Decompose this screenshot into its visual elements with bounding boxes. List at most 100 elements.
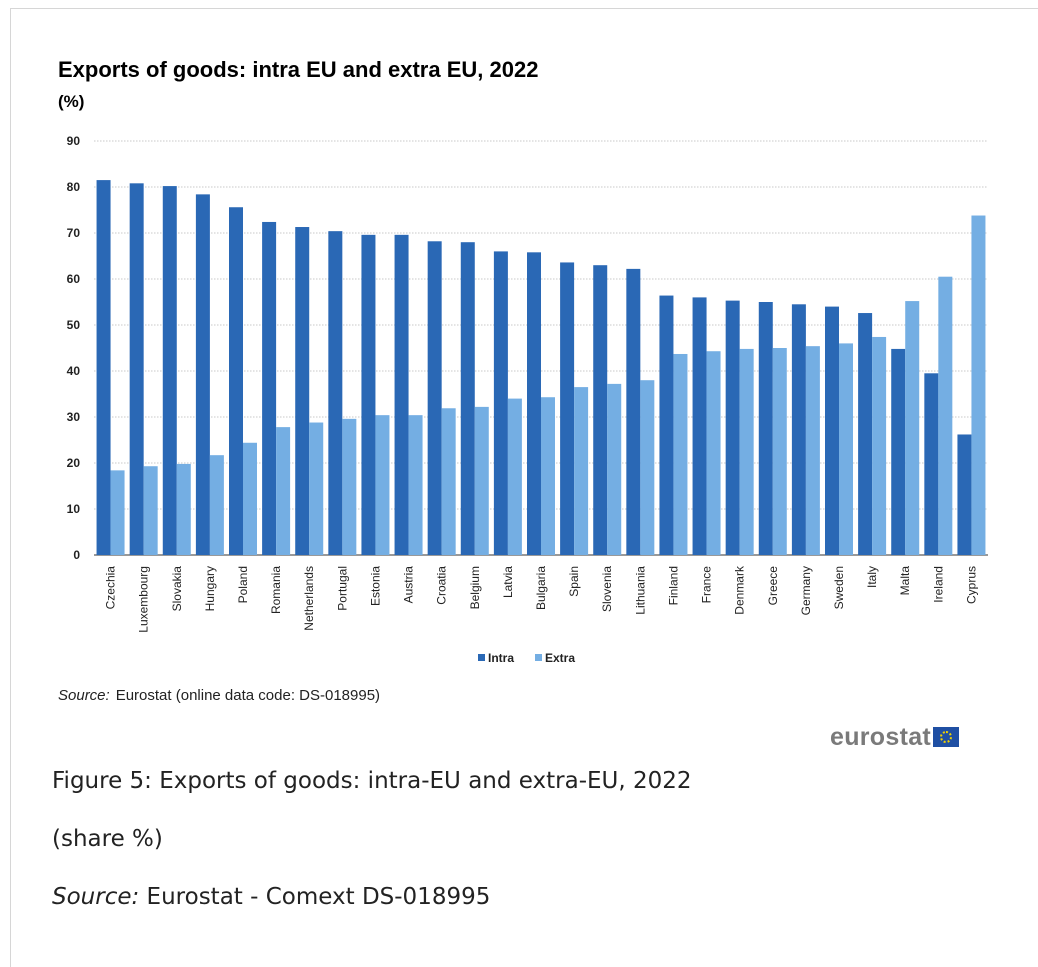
bar-intra	[825, 306, 839, 555]
x-tick-label: Malta	[898, 566, 912, 596]
legend-label: Extra	[545, 651, 575, 665]
bar-intra	[162, 186, 177, 555]
x-tick-label: Latvia	[501, 566, 515, 598]
x-tick-label: Lithuania	[633, 566, 647, 615]
x-tick-label: Croatia	[435, 566, 449, 605]
bar-extra	[706, 351, 721, 555]
y-tick-label: 40	[67, 364, 81, 378]
bar-extra	[243, 442, 257, 555]
bar-extra	[309, 422, 324, 555]
bar-intra	[262, 221, 277, 555]
x-tick-label: Greece	[766, 566, 780, 606]
bar-extra	[342, 418, 357, 555]
bar-intra	[96, 180, 111, 555]
bar-intra	[229, 207, 243, 556]
legend-swatch	[535, 654, 542, 661]
x-tick-label: Luxembourg	[137, 566, 151, 633]
x-tick-label: Netherlands	[302, 566, 316, 631]
y-tick-label: 10	[67, 502, 81, 516]
y-tick-label: 0	[73, 548, 80, 562]
chart-source: Source: Eurostat (online data code: DS-01…	[58, 687, 380, 704]
chart-unit-label: (%)	[58, 92, 85, 111]
x-tick-label: Slovakia	[170, 566, 184, 612]
bar-extra	[805, 346, 820, 555]
bar-extra	[772, 348, 787, 555]
bar-intra	[460, 242, 475, 555]
bar-intra	[891, 348, 906, 555]
x-tick-label: Estonia	[368, 566, 382, 606]
bar-extra	[143, 466, 158, 555]
x-tick-label: Bulgaria	[534, 566, 548, 610]
x-tick-label: Portugal	[335, 566, 349, 611]
bar-intra	[394, 234, 409, 555]
x-tick-label: Austria	[402, 566, 416, 604]
y-tick-label: 20	[67, 456, 81, 470]
bar-extra	[673, 353, 688, 555]
x-tick-label: Cyprus	[964, 566, 978, 604]
figure-unit: (share %)	[52, 826, 163, 852]
x-tick-label: Slovenia	[600, 566, 614, 612]
bar-intra	[858, 313, 873, 555]
legend-swatch	[478, 654, 485, 661]
bar-extra	[441, 408, 456, 555]
figure-caption: Figure 5: Exports of goods: intra-EU and…	[52, 768, 692, 794]
bar-intra	[493, 251, 508, 555]
source-label: Source:	[58, 687, 110, 704]
x-tick-label: Italy	[865, 566, 879, 588]
x-tick-label: Poland	[236, 566, 250, 603]
bar-intra	[725, 300, 740, 555]
y-tick-label: 30	[67, 410, 81, 424]
bar-intra	[626, 268, 641, 555]
bar-intra	[593, 265, 608, 555]
bar-intra	[361, 234, 376, 555]
bar-extra	[176, 463, 191, 555]
bar-intra	[560, 262, 575, 555]
bar-extra	[607, 383, 622, 555]
x-tick-label: Hungary	[203, 566, 217, 611]
bar-extra	[209, 455, 224, 555]
bar-intra	[957, 434, 972, 555]
bar-intra	[924, 373, 939, 555]
figure-frame	[10, 8, 1038, 967]
x-tick-label: Romania	[269, 566, 283, 614]
x-tick-label: Czechia	[104, 566, 118, 610]
eu-flag-icon	[933, 727, 960, 747]
figure-source-label: Source:	[52, 884, 140, 910]
bar-extra	[574, 387, 589, 555]
x-tick-label: Belgium	[468, 566, 482, 609]
x-tick-label: France	[700, 566, 714, 604]
bar-extra	[276, 427, 291, 555]
bar-intra	[427, 241, 442, 555]
bar-extra	[938, 276, 953, 555]
bar-extra	[375, 415, 390, 555]
bar-extra	[872, 336, 887, 555]
bar-intra	[195, 194, 210, 556]
bar-extra	[971, 215, 986, 555]
legend-label: Intra	[488, 651, 514, 665]
bar-extra	[408, 415, 423, 555]
bar-intra	[328, 231, 343, 555]
figure-source-text: Eurostat - Comext DS-018995	[139, 884, 491, 910]
bar-intra	[758, 302, 773, 555]
x-tick-label: Ireland	[931, 566, 945, 603]
x-tick-label: Finland	[666, 566, 680, 605]
x-tick-label: Sweden	[832, 566, 846, 609]
bar-intra	[692, 297, 707, 555]
bar-intra	[791, 304, 806, 555]
x-tick-label: Spain	[567, 566, 581, 597]
bar-extra	[839, 343, 853, 555]
x-tick-label: Germany	[799, 566, 813, 615]
logo-text: eurostat	[830, 722, 932, 751]
bar-extra	[474, 406, 489, 555]
y-tick-label: 80	[67, 180, 81, 194]
figure-source: Source: Eurostat - Comext DS-018995	[52, 884, 490, 910]
x-tick-label: Denmark	[733, 565, 747, 615]
bar-extra	[640, 380, 655, 555]
bar-intra	[129, 183, 144, 555]
y-tick-label: 90	[67, 134, 81, 148]
chart-title: Exports of goods: intra EU and extra EU,…	[58, 57, 539, 82]
bar-extra	[739, 348, 754, 555]
y-tick-label: 70	[67, 226, 81, 240]
source-text: Eurostat (online data code: DS-018995)	[115, 687, 381, 704]
bar-extra	[541, 397, 555, 555]
